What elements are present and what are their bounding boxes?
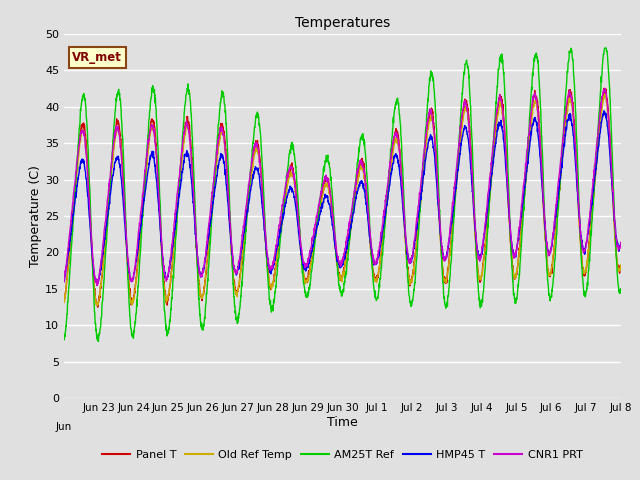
Panel T bbox=[609, 201, 617, 206]
Panel T bbox=[600, 85, 608, 91]
Old Ref Temp bbox=[376, 258, 384, 264]
AM25T Ref bbox=[609, 185, 617, 191]
Panel T bbox=[510, 275, 518, 281]
CNR1 PRT bbox=[60, 279, 68, 285]
Old Ref Temp bbox=[609, 204, 617, 210]
Old Ref Temp bbox=[116, 134, 124, 140]
Panel T bbox=[116, 129, 124, 134]
AM25T Ref bbox=[95, 339, 102, 345]
Old Ref Temp bbox=[60, 300, 68, 305]
HMP45 T bbox=[600, 108, 608, 114]
Title: Temperatures: Temperatures bbox=[295, 16, 390, 30]
CNR1 PRT bbox=[93, 283, 100, 288]
Line: CNR1 PRT: CNR1 PRT bbox=[64, 88, 621, 286]
AM25T Ref bbox=[567, 45, 575, 51]
Text: Jun: Jun bbox=[56, 422, 72, 432]
Old Ref Temp bbox=[601, 91, 609, 97]
Line: Panel T: Panel T bbox=[64, 88, 621, 307]
Y-axis label: Temperature (C): Temperature (C) bbox=[29, 165, 42, 267]
Line: Old Ref Temp: Old Ref Temp bbox=[64, 94, 621, 306]
CNR1 PRT bbox=[116, 136, 124, 142]
Old Ref Temp bbox=[617, 262, 625, 267]
AM25T Ref bbox=[236, 305, 244, 311]
Old Ref Temp bbox=[542, 241, 550, 247]
X-axis label: Time: Time bbox=[327, 416, 358, 429]
HMP45 T bbox=[542, 228, 550, 234]
Old Ref Temp bbox=[510, 273, 518, 279]
Text: VR_met: VR_met bbox=[72, 51, 122, 64]
Legend: Panel T, Old Ref Temp, AM25T Ref, HMP45 T, CNR1 PRT: Panel T, Old Ref Temp, AM25T Ref, HMP45 … bbox=[98, 445, 587, 464]
CNR1 PRT bbox=[510, 253, 518, 259]
CNR1 PRT bbox=[601, 85, 609, 91]
HMP45 T bbox=[60, 278, 68, 284]
HMP45 T bbox=[94, 281, 102, 287]
Panel T bbox=[376, 259, 384, 265]
HMP45 T bbox=[609, 199, 617, 204]
HMP45 T bbox=[236, 258, 244, 264]
Panel T bbox=[236, 272, 244, 278]
HMP45 T bbox=[510, 254, 518, 260]
CNR1 PRT bbox=[542, 231, 550, 237]
CNR1 PRT bbox=[609, 195, 617, 201]
AM25T Ref bbox=[542, 234, 550, 240]
HMP45 T bbox=[376, 245, 384, 251]
Line: AM25T Ref: AM25T Ref bbox=[64, 48, 621, 342]
AM25T Ref bbox=[617, 286, 625, 292]
HMP45 T bbox=[617, 242, 625, 248]
AM25T Ref bbox=[510, 293, 518, 299]
AM25T Ref bbox=[116, 97, 124, 103]
Panel T bbox=[542, 238, 550, 243]
Panel T bbox=[60, 298, 68, 303]
Panel T bbox=[617, 264, 625, 270]
AM25T Ref bbox=[376, 276, 384, 282]
AM25T Ref bbox=[60, 336, 68, 342]
Old Ref Temp bbox=[93, 303, 101, 309]
CNR1 PRT bbox=[617, 240, 625, 245]
CNR1 PRT bbox=[376, 240, 384, 246]
HMP45 T bbox=[116, 164, 124, 170]
Line: HMP45 T: HMP45 T bbox=[64, 111, 621, 284]
Old Ref Temp bbox=[236, 275, 244, 281]
CNR1 PRT bbox=[236, 253, 244, 259]
Panel T bbox=[94, 304, 102, 310]
